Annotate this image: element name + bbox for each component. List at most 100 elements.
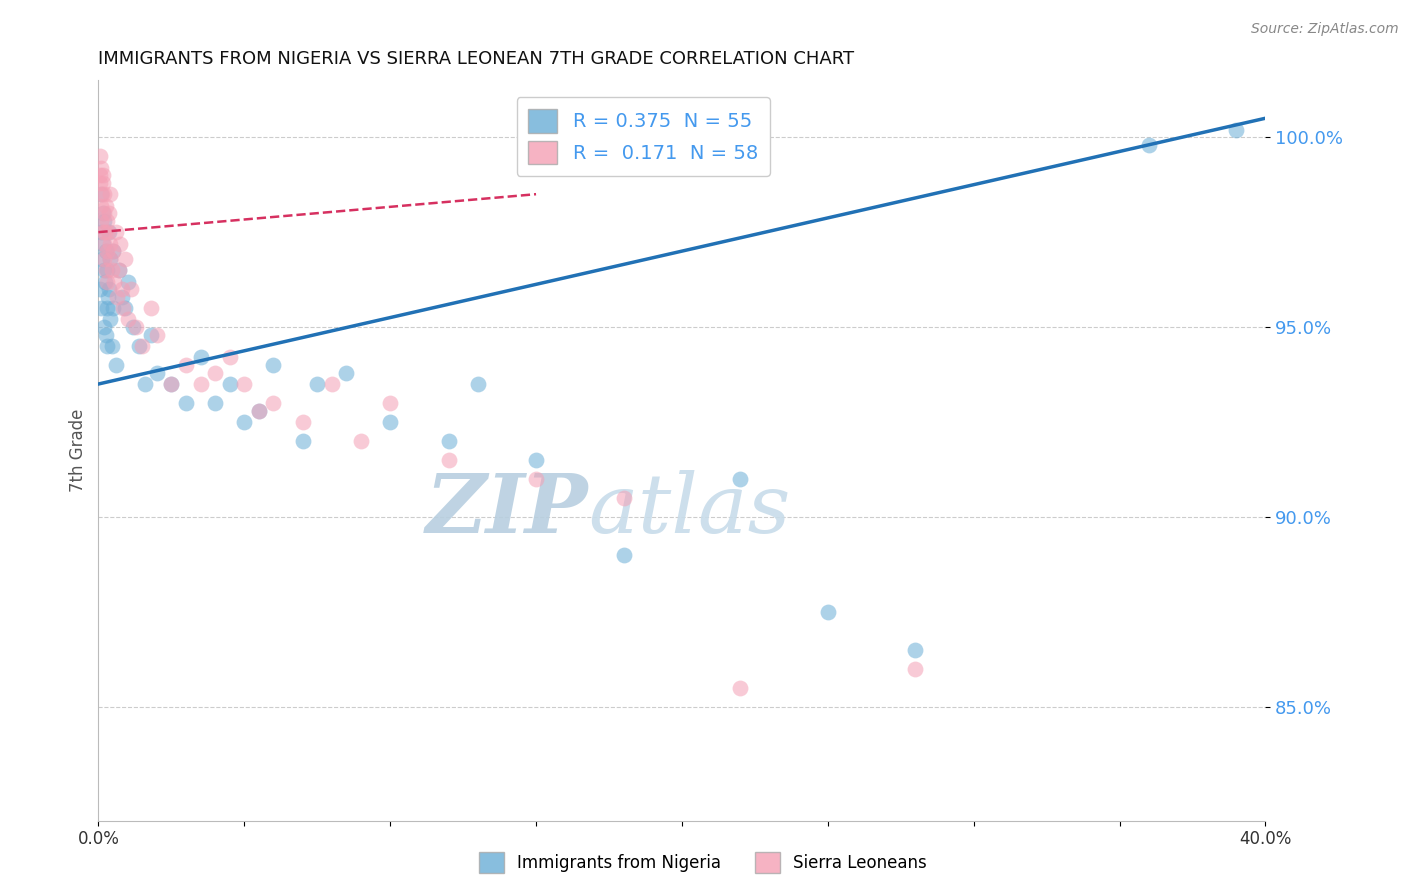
Point: [101, 301, 124, 315]
Text: ZIP: ZIP: [426, 470, 589, 549]
Point: [98, 252, 121, 266]
Point: [291, 434, 314, 448]
Point: [263, 396, 285, 410]
Point: [190, 377, 212, 392]
Point: [307, 377, 329, 392]
Point: [104, 225, 127, 239]
Point: [904, 662, 927, 676]
Point: [114, 252, 136, 266]
Point: [817, 605, 839, 619]
Point: [335, 366, 357, 380]
Point: [437, 453, 460, 467]
Y-axis label: 7th Grade: 7th Grade: [69, 409, 87, 492]
Point: [233, 377, 256, 392]
Point: [146, 366, 169, 380]
Point: [94, 327, 117, 342]
Point: [98, 187, 121, 202]
Point: [93, 263, 115, 277]
Point: [108, 263, 131, 277]
Point: [160, 377, 183, 392]
Point: [111, 282, 134, 296]
Text: atlas: atlas: [589, 470, 792, 549]
Point: [96, 263, 118, 277]
Point: [139, 301, 162, 315]
Point: [218, 351, 240, 365]
Point: [613, 548, 636, 562]
Point: [380, 415, 402, 429]
Point: [98, 312, 121, 326]
Point: [467, 377, 489, 392]
Point: [291, 415, 314, 429]
Point: [110, 236, 132, 251]
Point: [96, 339, 118, 353]
Point: [91, 168, 114, 182]
Point: [321, 377, 343, 392]
Point: [97, 282, 120, 296]
Point: [94, 198, 117, 212]
Point: [93, 187, 115, 202]
Point: [89, 176, 111, 190]
Point: [112, 301, 135, 315]
Point: [524, 472, 547, 486]
Point: [174, 358, 197, 372]
Point: [91, 206, 114, 220]
Point: [233, 415, 256, 429]
Point: [91, 225, 114, 239]
Point: [105, 290, 128, 304]
Point: [125, 320, 148, 334]
Point: [613, 491, 636, 505]
Point: [131, 339, 153, 353]
Point: [94, 225, 117, 239]
Point: [90, 198, 112, 212]
Point: [94, 275, 117, 289]
Point: [218, 377, 240, 392]
Point: [263, 358, 285, 372]
Point: [128, 339, 150, 353]
Point: [730, 472, 752, 486]
Point: [117, 312, 139, 326]
Point: [97, 225, 120, 239]
Point: [91, 176, 114, 190]
Text: Source: ZipAtlas.com: Source: ZipAtlas.com: [1251, 22, 1399, 37]
Point: [93, 236, 115, 251]
Point: [90, 187, 112, 202]
Point: [94, 244, 117, 259]
Point: [90, 213, 112, 227]
Point: [117, 275, 139, 289]
Point: [204, 366, 226, 380]
Point: [93, 320, 115, 334]
Point: [96, 301, 118, 315]
Point: [89, 149, 111, 163]
Point: [89, 282, 111, 296]
Point: [103, 275, 125, 289]
Point: [524, 453, 547, 467]
Point: [101, 244, 124, 259]
Point: [96, 213, 118, 227]
Point: [90, 252, 112, 266]
Point: [97, 290, 120, 304]
Point: [90, 187, 112, 202]
Point: [139, 327, 162, 342]
Point: [380, 396, 402, 410]
Point: [134, 377, 156, 392]
Point: [90, 161, 112, 175]
Point: [114, 301, 136, 315]
Point: [146, 327, 169, 342]
Point: [96, 275, 118, 289]
Point: [93, 252, 115, 266]
Point: [437, 434, 460, 448]
Point: [97, 206, 120, 220]
Point: [100, 339, 122, 353]
Point: [190, 351, 212, 365]
Legend: Immigrants from Nigeria, Sierra Leoneans: Immigrants from Nigeria, Sierra Leoneans: [472, 846, 934, 880]
Point: [174, 396, 197, 410]
Point: [93, 213, 115, 227]
Point: [90, 301, 112, 315]
Point: [96, 244, 118, 259]
Point: [730, 681, 752, 695]
Text: IMMIGRANTS FROM NIGERIA VS SIERRA LEONEAN 7TH GRADE CORRELATION CHART: IMMIGRANTS FROM NIGERIA VS SIERRA LEONEA…: [98, 50, 855, 68]
Point: [101, 244, 124, 259]
Point: [108, 263, 131, 277]
Legend: R = 0.375  N = 55, R =  0.171  N = 58: R = 0.375 N = 55, R = 0.171 N = 58: [516, 97, 770, 176]
Point: [1225, 122, 1247, 136]
